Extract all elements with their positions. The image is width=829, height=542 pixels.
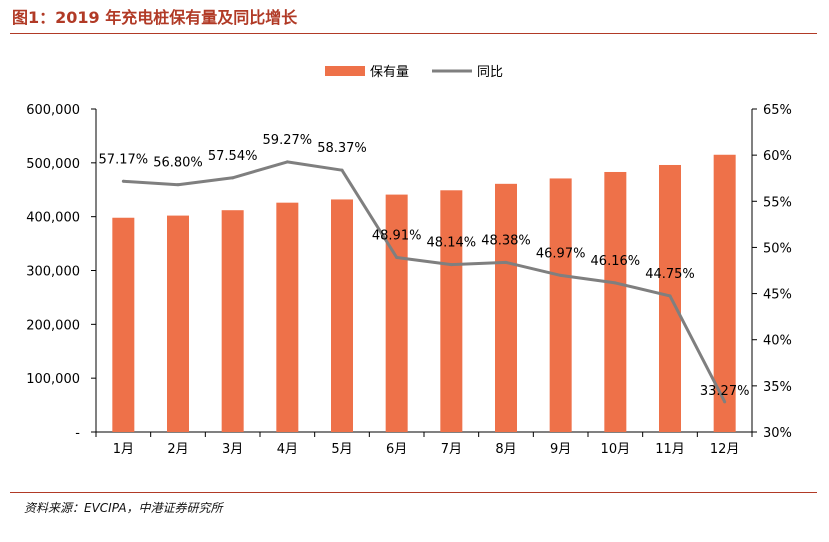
chart-title: 图1：2019 年充电桩保有量及同比增长 [12, 8, 298, 27]
x-tick-label: 3月 [222, 442, 243, 457]
y2-tick-label: 30% [763, 426, 792, 441]
line-data-label: 48.91% [372, 228, 422, 243]
y-tick-label: 200,000 [26, 318, 80, 333]
y-tick-label: 400,000 [26, 211, 80, 226]
y-tick-label: - [75, 426, 80, 441]
line-data-label: 48.14% [427, 236, 477, 251]
line-point [559, 273, 563, 277]
line-data-label: 33.27% [700, 384, 750, 399]
line-point [395, 255, 399, 259]
x-tick-label: 7月 [441, 442, 462, 457]
bar [385, 194, 408, 432]
line-data-label: 58.37% [317, 141, 367, 156]
y2-tick-label: 40% [763, 334, 792, 349]
line-point [285, 160, 289, 164]
y2-tick-label: 35% [763, 380, 792, 395]
line-data-label: 56.80% [153, 156, 203, 171]
y2-tick-label: 60% [763, 149, 792, 164]
line-data-label: 59.27% [263, 133, 313, 148]
bar [713, 154, 736, 432]
line-point [504, 260, 508, 264]
bar [495, 183, 517, 432]
legend-swatch-bar [325, 66, 365, 76]
x-tick-label: 10月 [601, 442, 631, 457]
line-data-label: 44.75% [645, 267, 695, 282]
title-divider [10, 33, 817, 34]
data-labels: 57.17% 56.80% 57.54% 59.27% 58.37% 48.91% 48.1… [99, 133, 750, 399]
line-series [121, 160, 727, 404]
x-tick-label: 1月 [113, 442, 134, 457]
line-point [449, 263, 453, 267]
line-point [613, 281, 617, 285]
y2-tick-label: 50% [763, 241, 792, 256]
line-data-label: 46.97% [536, 246, 586, 261]
x-tick-label: 4月 [277, 442, 298, 457]
line-data-label: 57.54% [208, 149, 258, 164]
bar [331, 199, 353, 432]
y2-tick-label: 45% [763, 288, 792, 303]
x-tick-label: 6月 [386, 442, 407, 457]
line-data-label: 46.16% [591, 254, 641, 269]
bar [604, 171, 627, 433]
line-point [340, 168, 344, 172]
chart-axes: - 100,000 200,000 300,000 400,000 500,000 600,… [26, 103, 792, 457]
legend-label-bar: 保有量 [370, 65, 409, 80]
legend: 保有量 同比 [325, 65, 503, 80]
line-point [121, 179, 125, 183]
line-point [176, 183, 180, 187]
bar [549, 178, 572, 432]
bar [221, 210, 244, 432]
y-tick-label: 100,000 [26, 372, 80, 387]
bar [276, 202, 299, 432]
x-tick-label: 5月 [331, 442, 352, 457]
line-path [123, 160, 727, 403]
y2-tick-label: 55% [763, 195, 792, 210]
x-tick-label: 11月 [655, 442, 685, 457]
y-tick-label: 500,000 [26, 157, 80, 172]
bar [112, 217, 135, 432]
bar-series [112, 154, 736, 433]
y-tick-label: 300,000 [26, 265, 80, 280]
line-point [668, 294, 672, 298]
x-tick-label: 8月 [495, 442, 516, 457]
x-tick-label: 2月 [167, 442, 188, 457]
line-data-label: 48.38% [481, 233, 531, 248]
y-tick-label: 600,000 [26, 103, 80, 118]
bar [167, 215, 189, 432]
x-tick-label: 9月 [550, 442, 571, 457]
line-data-label: 57.17% [99, 152, 149, 167]
footer-divider [10, 492, 817, 493]
legend-label-line: 同比 [477, 65, 503, 80]
y2-tick-label: 65% [763, 103, 792, 118]
source-note: 资料来源：EVCIPA，中港证券研究所 [24, 501, 223, 515]
bar [440, 190, 463, 432]
x-tick-label: 12月 [710, 442, 740, 457]
line-point [723, 400, 727, 404]
line-point [231, 176, 235, 180]
